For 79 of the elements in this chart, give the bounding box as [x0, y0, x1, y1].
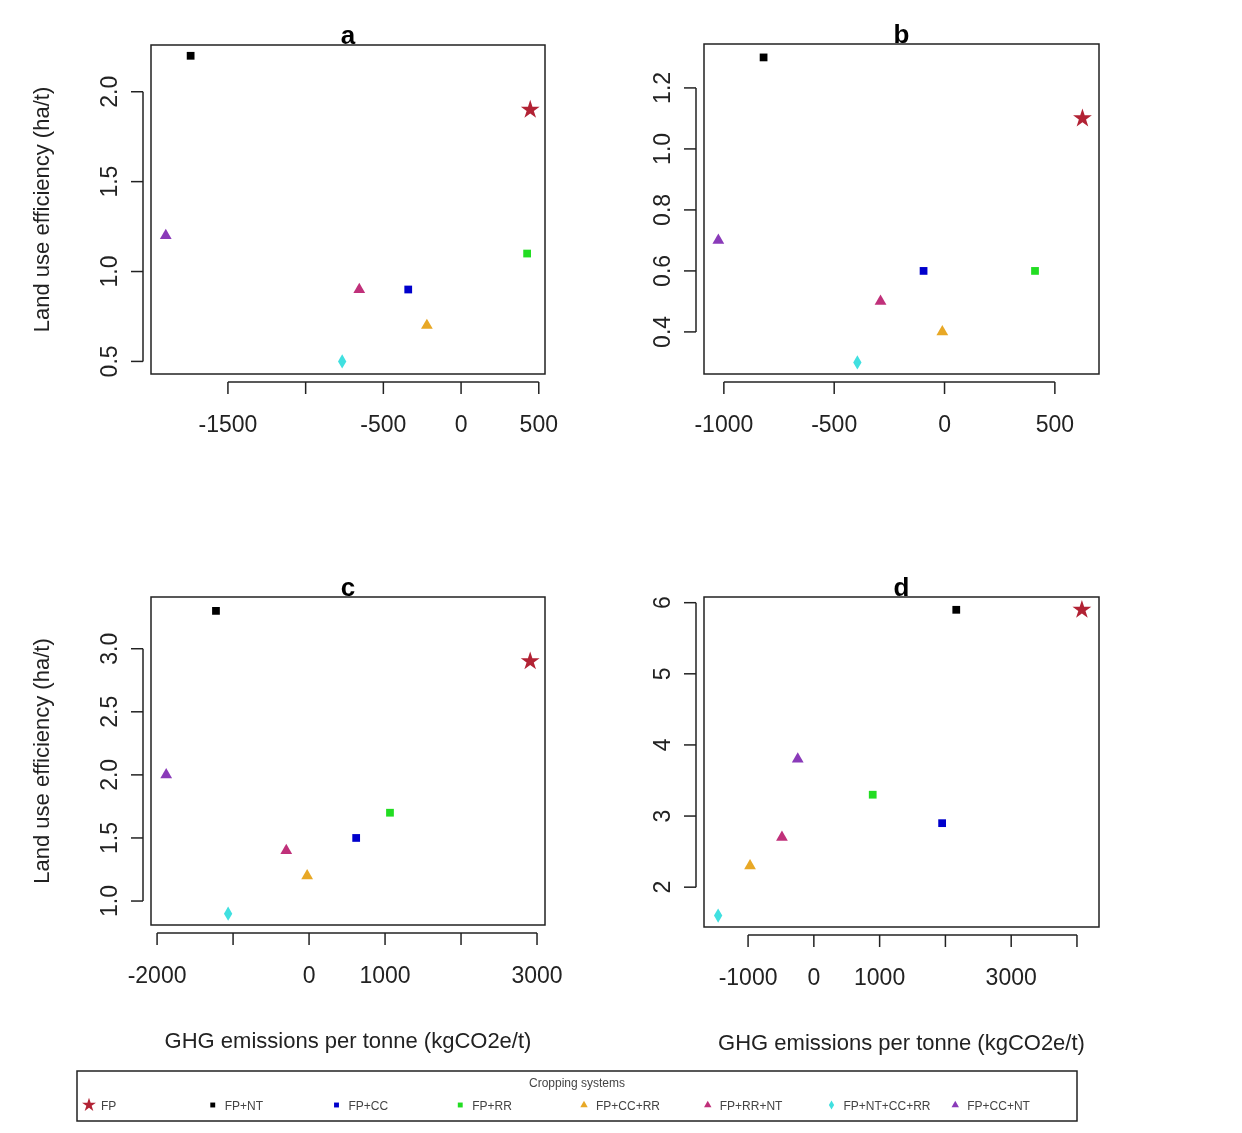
legend-label: FP+NT	[224, 1099, 264, 1113]
point	[386, 808, 394, 817]
point	[520, 99, 540, 118]
point	[919, 267, 928, 275]
y-tick-label: 4	[649, 738, 675, 752]
x-axis-title: GHG emissions per tonne (kgCO2e/t)	[718, 1030, 1085, 1055]
point	[868, 790, 877, 799]
chart-title: a	[340, 20, 356, 50]
y-tick-label: 3.0	[96, 632, 122, 665]
x-tick-label: 1000	[359, 962, 411, 988]
y-tick-label: 0.5	[96, 345, 122, 378]
point	[1072, 599, 1092, 618]
x-tick-label: -2000	[127, 962, 187, 988]
point	[874, 294, 887, 305]
point	[159, 228, 172, 239]
point	[353, 282, 366, 293]
legend-label: FP+CC+NT	[967, 1099, 1031, 1113]
legend-label: FP+CC	[348, 1099, 389, 1113]
x-tick-label: 3000	[985, 964, 1037, 990]
y-axis-title: Land use efficiency (ha/t)	[29, 638, 54, 884]
point	[352, 834, 361, 842]
point	[186, 51, 195, 60]
x-tick-label: 0	[302, 962, 316, 988]
y-tick-label: 1.0	[96, 255, 122, 288]
y-tick-label: 1.2	[649, 71, 675, 104]
point	[520, 651, 540, 670]
point	[1073, 108, 1092, 127]
y-tick-label: 1.5	[96, 821, 122, 854]
point	[744, 859, 756, 870]
point	[936, 325, 949, 336]
y-tick-label: 0.8	[649, 193, 675, 226]
x-tick-label: 0	[454, 411, 468, 437]
point	[420, 318, 433, 329]
point	[776, 830, 788, 841]
legend-label: FP+NT+CC+RR	[843, 1099, 931, 1113]
x-tick-label: -1000	[694, 411, 754, 437]
y-tick-label: 2	[649, 880, 675, 894]
x-tick-label: -1000	[718, 964, 778, 990]
y-tick-label: 1.5	[96, 165, 122, 198]
x-tick-label: 1000	[854, 964, 906, 990]
y-tick-label: 1.0	[96, 885, 122, 918]
y-tick-label: 0.4	[649, 315, 675, 348]
point	[791, 752, 804, 763]
y-tick-label: 1.0	[649, 132, 675, 165]
legend-label: FP+RR+NT	[719, 1099, 784, 1113]
point	[952, 605, 961, 614]
chart-title: d	[893, 572, 910, 602]
x-axis-title: GHG emissions per tonne (kgCO2e/t)	[164, 1028, 532, 1053]
x-tick-label: -500	[360, 411, 407, 437]
x-tick-label: -500	[811, 411, 858, 437]
point	[938, 819, 946, 828]
y-axis-title: Land use efficiency (ha/t)	[29, 86, 54, 333]
x-tick-label: 0	[938, 411, 951, 437]
y-tick-label: 3	[649, 809, 675, 823]
x-tick-label: 500	[519, 411, 558, 437]
y-tick-label: 2.0	[96, 75, 122, 108]
point	[212, 607, 220, 615]
legend-label: FP+CC+RR	[596, 1099, 661, 1113]
legend-label: FP	[101, 1099, 117, 1113]
legend-title: Cropping systems	[528, 1076, 626, 1090]
point	[301, 869, 314, 880]
y-tick-label: 2.0	[96, 758, 122, 791]
point	[712, 233, 725, 244]
chart-title: b	[893, 19, 910, 49]
point	[404, 285, 413, 294]
x-tick-label: -1500	[198, 411, 258, 437]
y-tick-label: 6	[649, 596, 675, 610]
y-tick-label: 0.6	[649, 254, 675, 287]
x-tick-label: 3000	[511, 962, 563, 988]
x-tick-label: 500	[1035, 411, 1075, 437]
point	[160, 768, 173, 779]
chart-title: c	[340, 572, 356, 602]
legend-label: FP+RR	[472, 1099, 513, 1113]
point	[280, 843, 293, 854]
x-tick-label: 0	[807, 964, 821, 990]
point	[523, 249, 531, 258]
y-tick-label: 2.5	[96, 695, 122, 728]
y-tick-label: 5	[649, 667, 675, 681]
point	[1031, 267, 1039, 275]
